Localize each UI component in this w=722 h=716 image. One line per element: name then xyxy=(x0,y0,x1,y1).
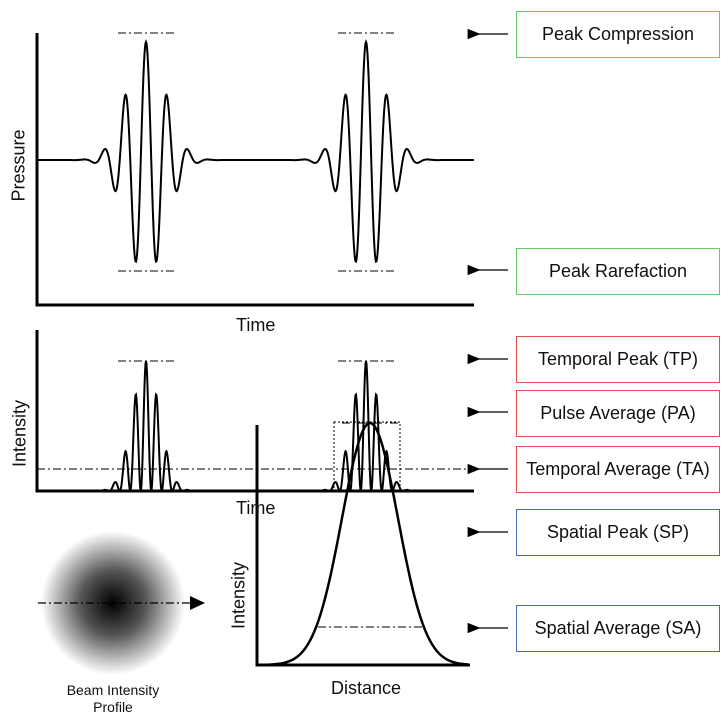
pressure-x-label: Time xyxy=(236,315,276,335)
pressure-waveform xyxy=(37,39,474,264)
temporal-peak-label: Temporal Peak (TP) xyxy=(516,336,720,383)
spatial-y-label: Intensity xyxy=(228,561,249,630)
pressure-axes xyxy=(35,33,474,307)
temporal-average-label: Temporal Average (TA) xyxy=(516,446,720,493)
intensity-reference-lines xyxy=(37,360,474,470)
peak-rarefaction-label: Peak Rarefaction xyxy=(516,248,720,295)
pulse-average-box xyxy=(333,421,401,492)
spatial-average-label: Spatial Average (SA) xyxy=(516,605,720,652)
pulse-average-label: Pulse Average (PA) xyxy=(516,390,720,437)
spatial-axes xyxy=(255,425,470,667)
spatial-peak-label: Spatial Peak (SP) xyxy=(516,509,720,556)
spatial-reference-lines xyxy=(318,422,424,628)
beam-arrow-head xyxy=(190,596,205,610)
pressure-y-label: Pressure xyxy=(8,129,29,202)
intensity-x-label: Time xyxy=(236,498,276,518)
pressure-peak-lines xyxy=(118,32,394,272)
label-arrows xyxy=(467,28,508,634)
spatial-gaussian-curve xyxy=(257,421,469,667)
peak-compression-label: Peak Compression xyxy=(516,11,720,58)
intensity-y-label: Intensity xyxy=(9,399,30,468)
beam-caption-line2: Profile xyxy=(93,699,133,715)
spatial-x-label: Distance xyxy=(331,678,402,698)
beam-profile-caption: Beam Intensity Profile xyxy=(43,682,183,716)
beam-caption-line1: Beam Intensity xyxy=(66,682,160,698)
